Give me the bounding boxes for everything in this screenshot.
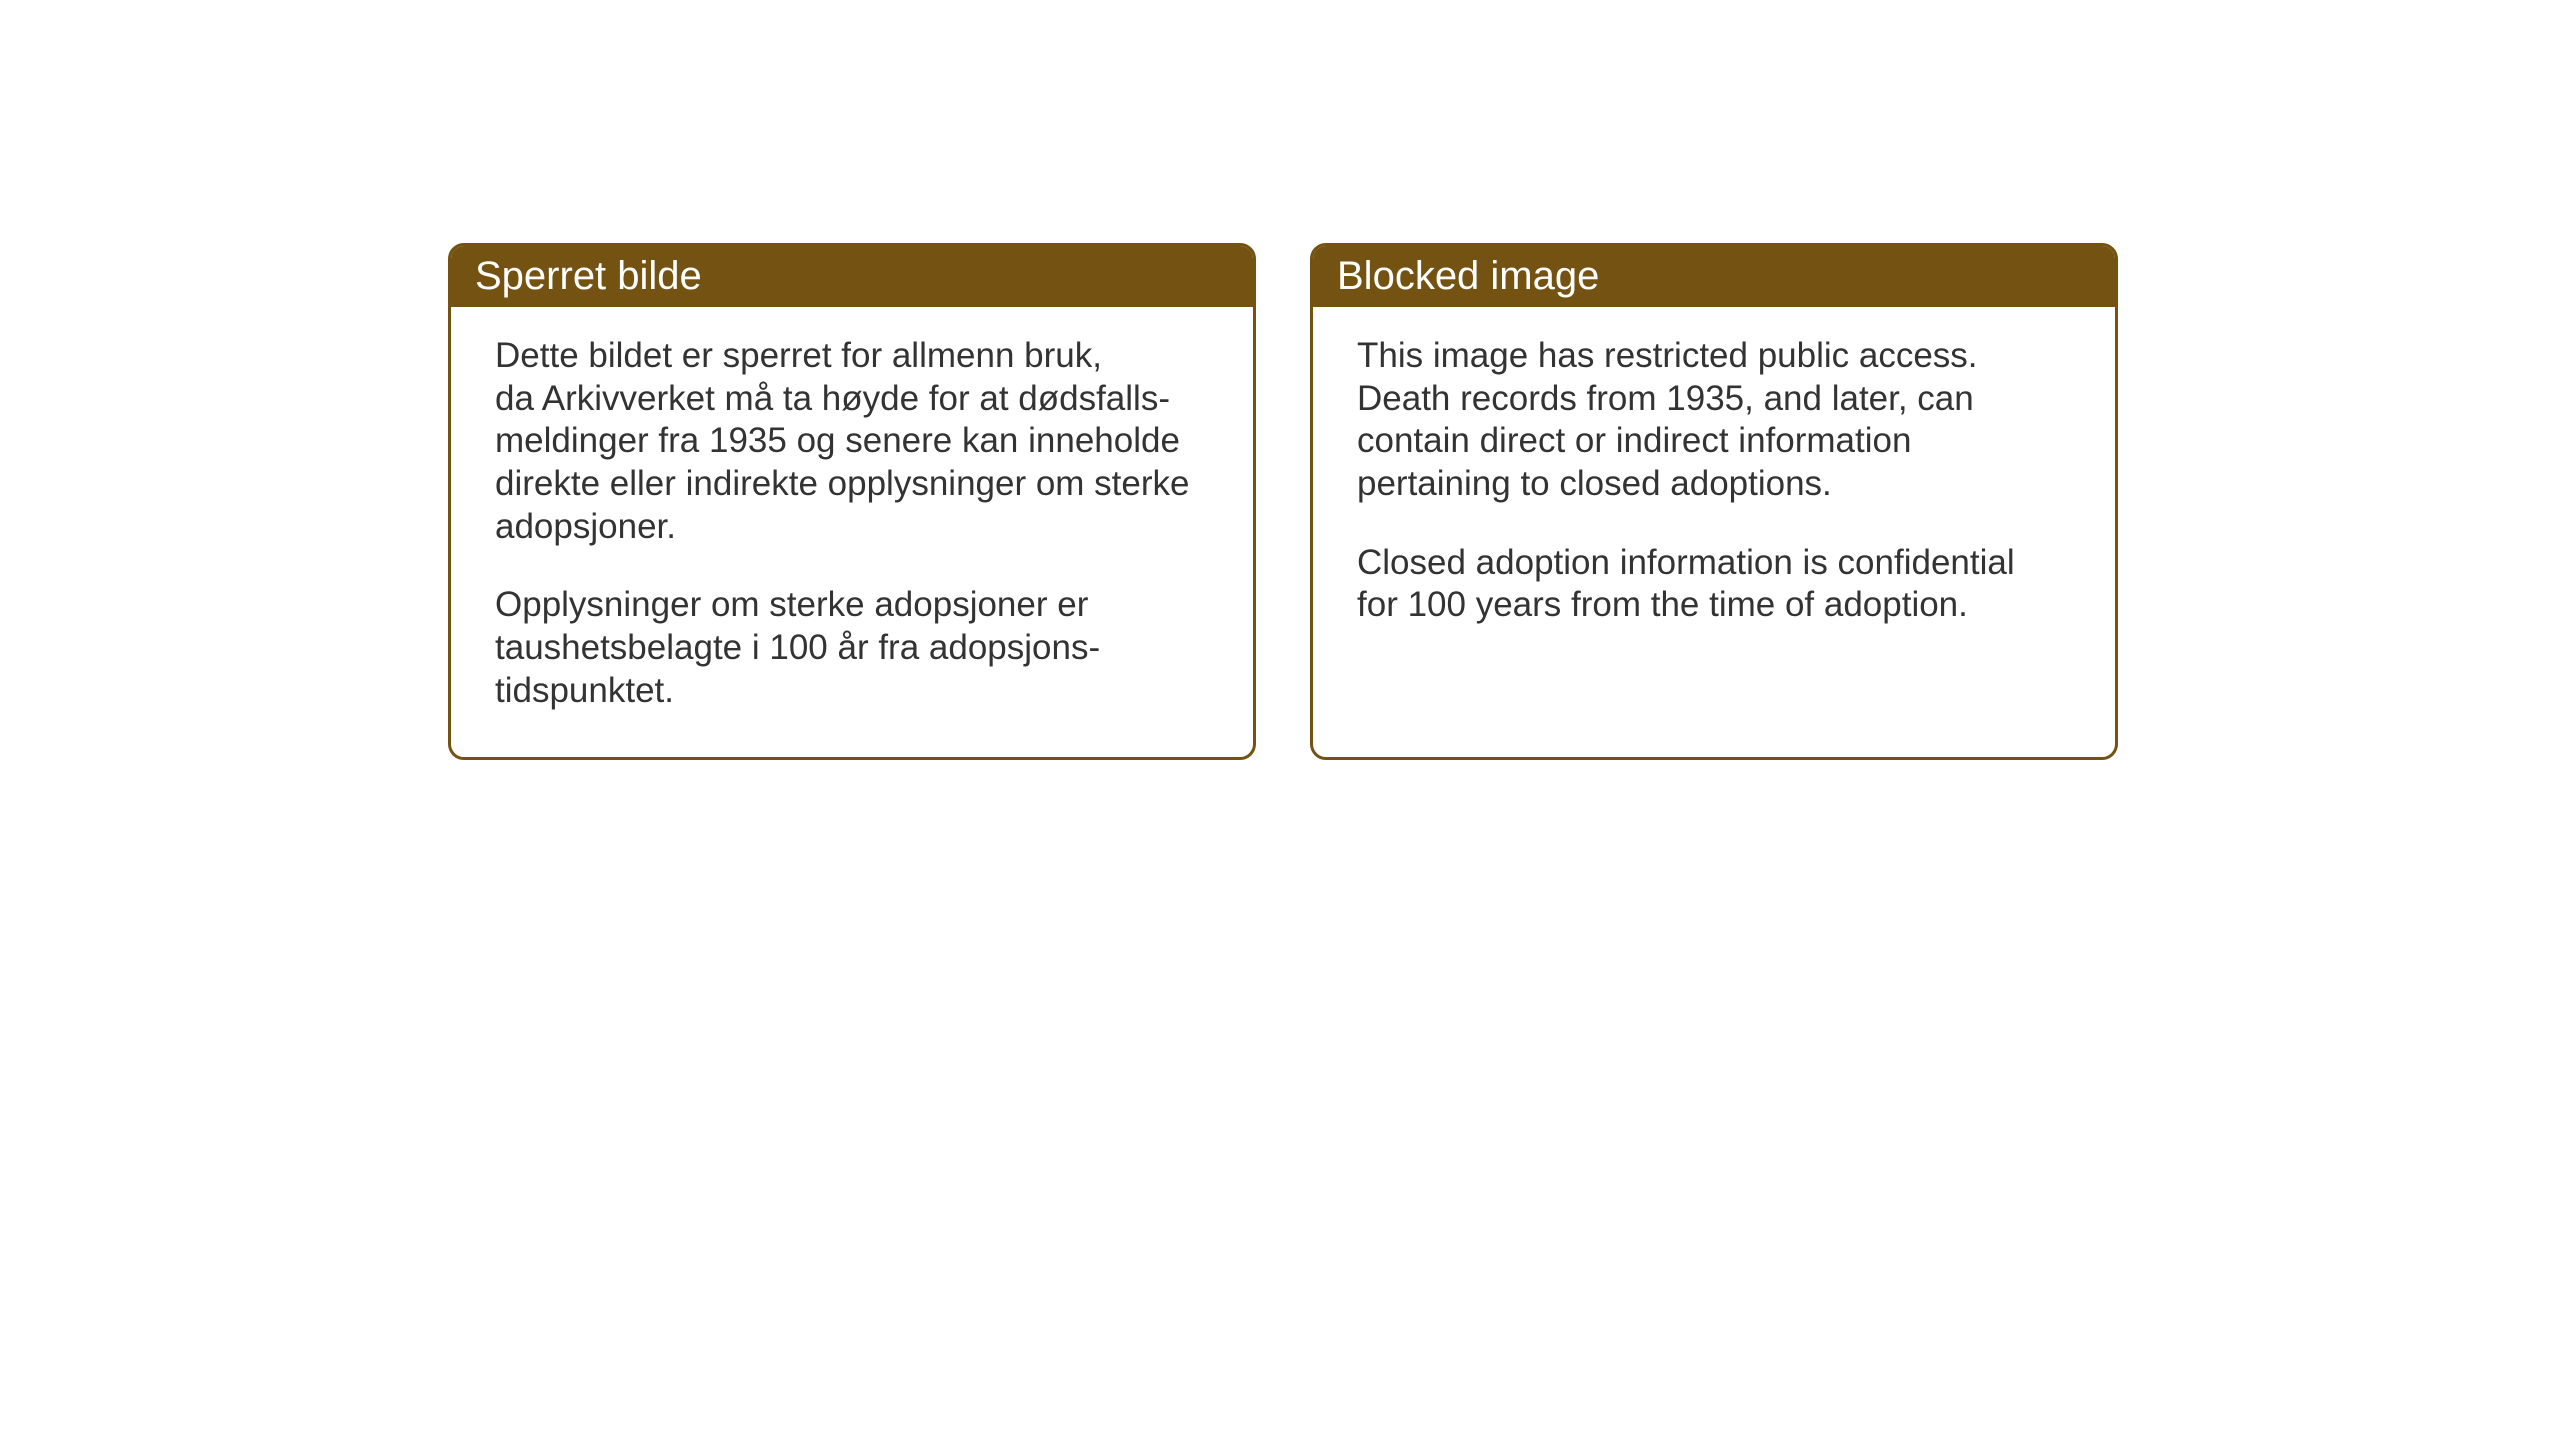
text-line: Opplysninger om sterke adopsjoner er [495, 585, 1088, 624]
english-notice-card: Blocked image This image has restricted … [1310, 243, 2118, 760]
norwegian-paragraph-2: Opplysninger om sterke adopsjoner er tau… [495, 584, 1209, 712]
text-line: Death records from 1935, and later, can [1357, 379, 1974, 418]
text-line: direkte eller indirekte opplysninger om … [495, 464, 1190, 503]
notice-container: Sperret bilde Dette bildet er sperret fo… [448, 243, 2118, 760]
english-card-title: Blocked image [1313, 246, 2115, 307]
norwegian-card-body: Dette bildet er sperret for allmenn bruk… [451, 307, 1253, 757]
text-line: taushetsbelagte i 100 år fra adopsjons- [495, 628, 1100, 667]
text-line: adopsjoner. [495, 507, 676, 546]
text-line: pertaining to closed adoptions. [1357, 464, 1832, 503]
text-line: meldinger fra 1935 og senere kan innehol… [495, 421, 1180, 460]
text-line: da Arkivverket må ta høyde for at dødsfa… [495, 379, 1170, 418]
english-paragraph-2: Closed adoption information is confident… [1357, 542, 2071, 627]
text-line: Closed adoption information is confident… [1357, 543, 2015, 582]
english-card-body: This image has restricted public access.… [1313, 307, 2115, 671]
norwegian-notice-card: Sperret bilde Dette bildet er sperret fo… [448, 243, 1256, 760]
text-line: tidspunktet. [495, 671, 674, 710]
norwegian-paragraph-1: Dette bildet er sperret for allmenn bruk… [495, 335, 1209, 548]
text-line: Dette bildet er sperret for allmenn bruk… [495, 336, 1102, 375]
text-line: contain direct or indirect information [1357, 421, 1911, 460]
norwegian-card-title: Sperret bilde [451, 246, 1253, 307]
text-line: for 100 years from the time of adoption. [1357, 585, 1968, 624]
text-line: This image has restricted public access. [1357, 336, 1978, 375]
english-paragraph-1: This image has restricted public access.… [1357, 335, 2071, 506]
